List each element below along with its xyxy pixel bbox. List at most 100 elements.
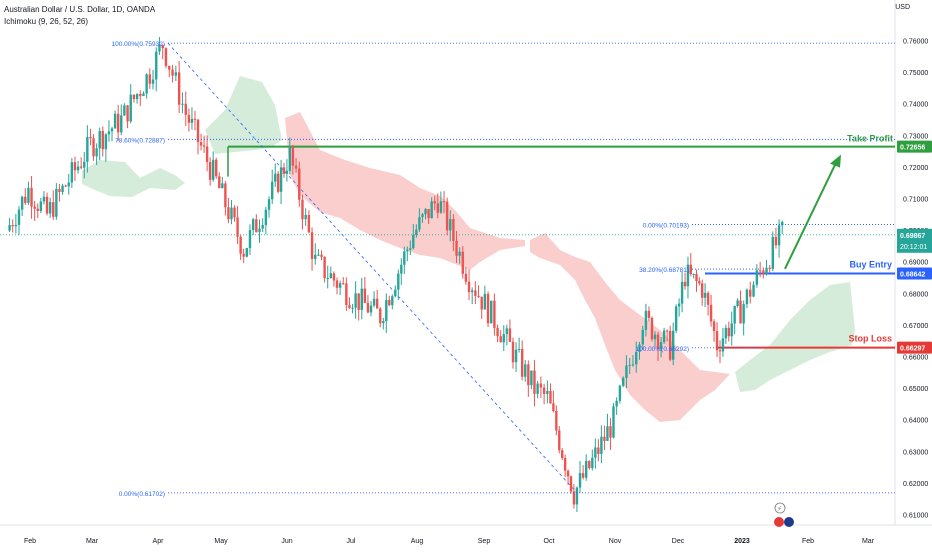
- candle-body: [430, 201, 433, 219]
- cloud-segment: [285, 112, 525, 270]
- candle-body: [73, 162, 77, 171]
- time-tick-label: Feb: [24, 538, 36, 545]
- candles: [8, 37, 784, 513]
- candle-body: [427, 209, 430, 219]
- candle-body: [171, 69, 174, 76]
- candle-body: [11, 225, 14, 227]
- ichimoku-cloud: [82, 76, 855, 422]
- time-tick-label: Mar: [86, 538, 99, 545]
- candle-body: [98, 130, 101, 149]
- candle-body: [58, 188, 61, 193]
- time-tick-label: Jun: [281, 538, 292, 545]
- candle-body: [294, 165, 298, 169]
- current-price-tag: 0.69867: [900, 233, 925, 240]
- indicator-label[interactable]: Ichimoku (9, 26, 52, 26): [4, 17, 89, 26]
- buy-entry-price-tag-bg: [897, 267, 932, 280]
- candle-body: [647, 310, 651, 318]
- candle-body: [329, 273, 333, 279]
- candle-body: [575, 487, 579, 505]
- candle-body: [33, 206, 36, 209]
- candle-body: [86, 136, 89, 162]
- candle-body: [221, 183, 224, 189]
- candle-body: [17, 209, 21, 225]
- candle-body: [372, 298, 376, 306]
- candle-body: [674, 306, 678, 331]
- target-arrow-head: [830, 154, 841, 168]
- candle-body: [148, 74, 152, 84]
- candle-body: [445, 201, 449, 231]
- candle-body: [323, 256, 326, 279]
- candle-body: [129, 94, 132, 122]
- candle-body: [536, 383, 539, 394]
- candle-body: [348, 305, 351, 308]
- us-flag-icon: [774, 517, 784, 527]
- candle-body: [774, 236, 778, 246]
- candle-body: [625, 365, 628, 378]
- candle-body: [439, 201, 443, 213]
- candle-body: [139, 93, 142, 97]
- price-tick-label: 0.68000: [903, 291, 928, 298]
- candle-body: [242, 253, 245, 257]
- stop-loss-price-tag-bg: [897, 341, 932, 354]
- time-tick-label: Nov: [609, 538, 622, 545]
- price-tick-label: 0.69000: [903, 260, 928, 267]
- candle-body: [282, 167, 286, 174]
- time-tick-label: May: [214, 538, 228, 545]
- candle-body: [566, 470, 570, 477]
- candle-body: [692, 273, 695, 275]
- candle-body: [609, 426, 612, 438]
- time-tick-label: Sep: [478, 538, 491, 545]
- fib-level-label: 100.00%(0.75932): [112, 41, 166, 48]
- candle-body: [142, 93, 145, 97]
- candle-body: [415, 229, 418, 235]
- candle-body: [184, 103, 187, 115]
- candle-body: [126, 105, 129, 122]
- time-axis: Feb Mar Apr May Jun Jul Aug Sep Oct Nov Dec 2023 Feb…: [24, 538, 875, 545]
- candle-body: [375, 298, 379, 309]
- candle-body: [768, 267, 771, 269]
- candle-body: [388, 300, 391, 306]
- candle-body: [52, 202, 55, 217]
- candle-body: [123, 105, 126, 116]
- candle-body: [421, 214, 424, 218]
- candle-body: [155, 51, 158, 80]
- cloud-segment: [735, 282, 855, 392]
- candle-body: [24, 196, 27, 203]
- fib-trend-line: [167, 42, 578, 494]
- candle-body: [397, 273, 400, 290]
- candle-body: [92, 138, 95, 157]
- candle-body: [187, 114, 191, 123]
- candle-body: [561, 450, 564, 459]
- candle-body: [594, 447, 597, 458]
- candle-body: [671, 330, 675, 360]
- candle-body: [739, 300, 742, 324]
- price-tags: 0.72656 0.69867 20:12:01 0.68642 0.66297: [897, 140, 932, 354]
- candle-body: [581, 473, 585, 478]
- candle-body: [193, 118, 197, 120]
- candle-body: [274, 173, 277, 182]
- fib-level-label: 78.60%(0.72887): [115, 137, 165, 144]
- candle-body: [230, 207, 233, 220]
- candle-body: [338, 283, 342, 288]
- cloud-segment: [530, 233, 730, 422]
- candle-body: [301, 199, 304, 220]
- candle-body: [458, 251, 461, 256]
- candle-body: [76, 166, 80, 171]
- candle-body: [83, 161, 86, 168]
- candle-body: [314, 254, 317, 259]
- candle-body: [14, 224, 18, 227]
- candle-body: [730, 323, 733, 337]
- time-tick-label: Mar: [862, 538, 875, 545]
- candle-body: [174, 72, 178, 76]
- candle-body: [618, 385, 622, 401]
- candle-body: [199, 142, 203, 146]
- candle-body: [621, 377, 625, 386]
- candle-body: [202, 145, 206, 147]
- candle-body: [394, 289, 397, 297]
- candle-body: [700, 283, 704, 298]
- candle-body: [332, 273, 336, 281]
- candle-body: [765, 267, 768, 274]
- candle-body: [452, 219, 455, 241]
